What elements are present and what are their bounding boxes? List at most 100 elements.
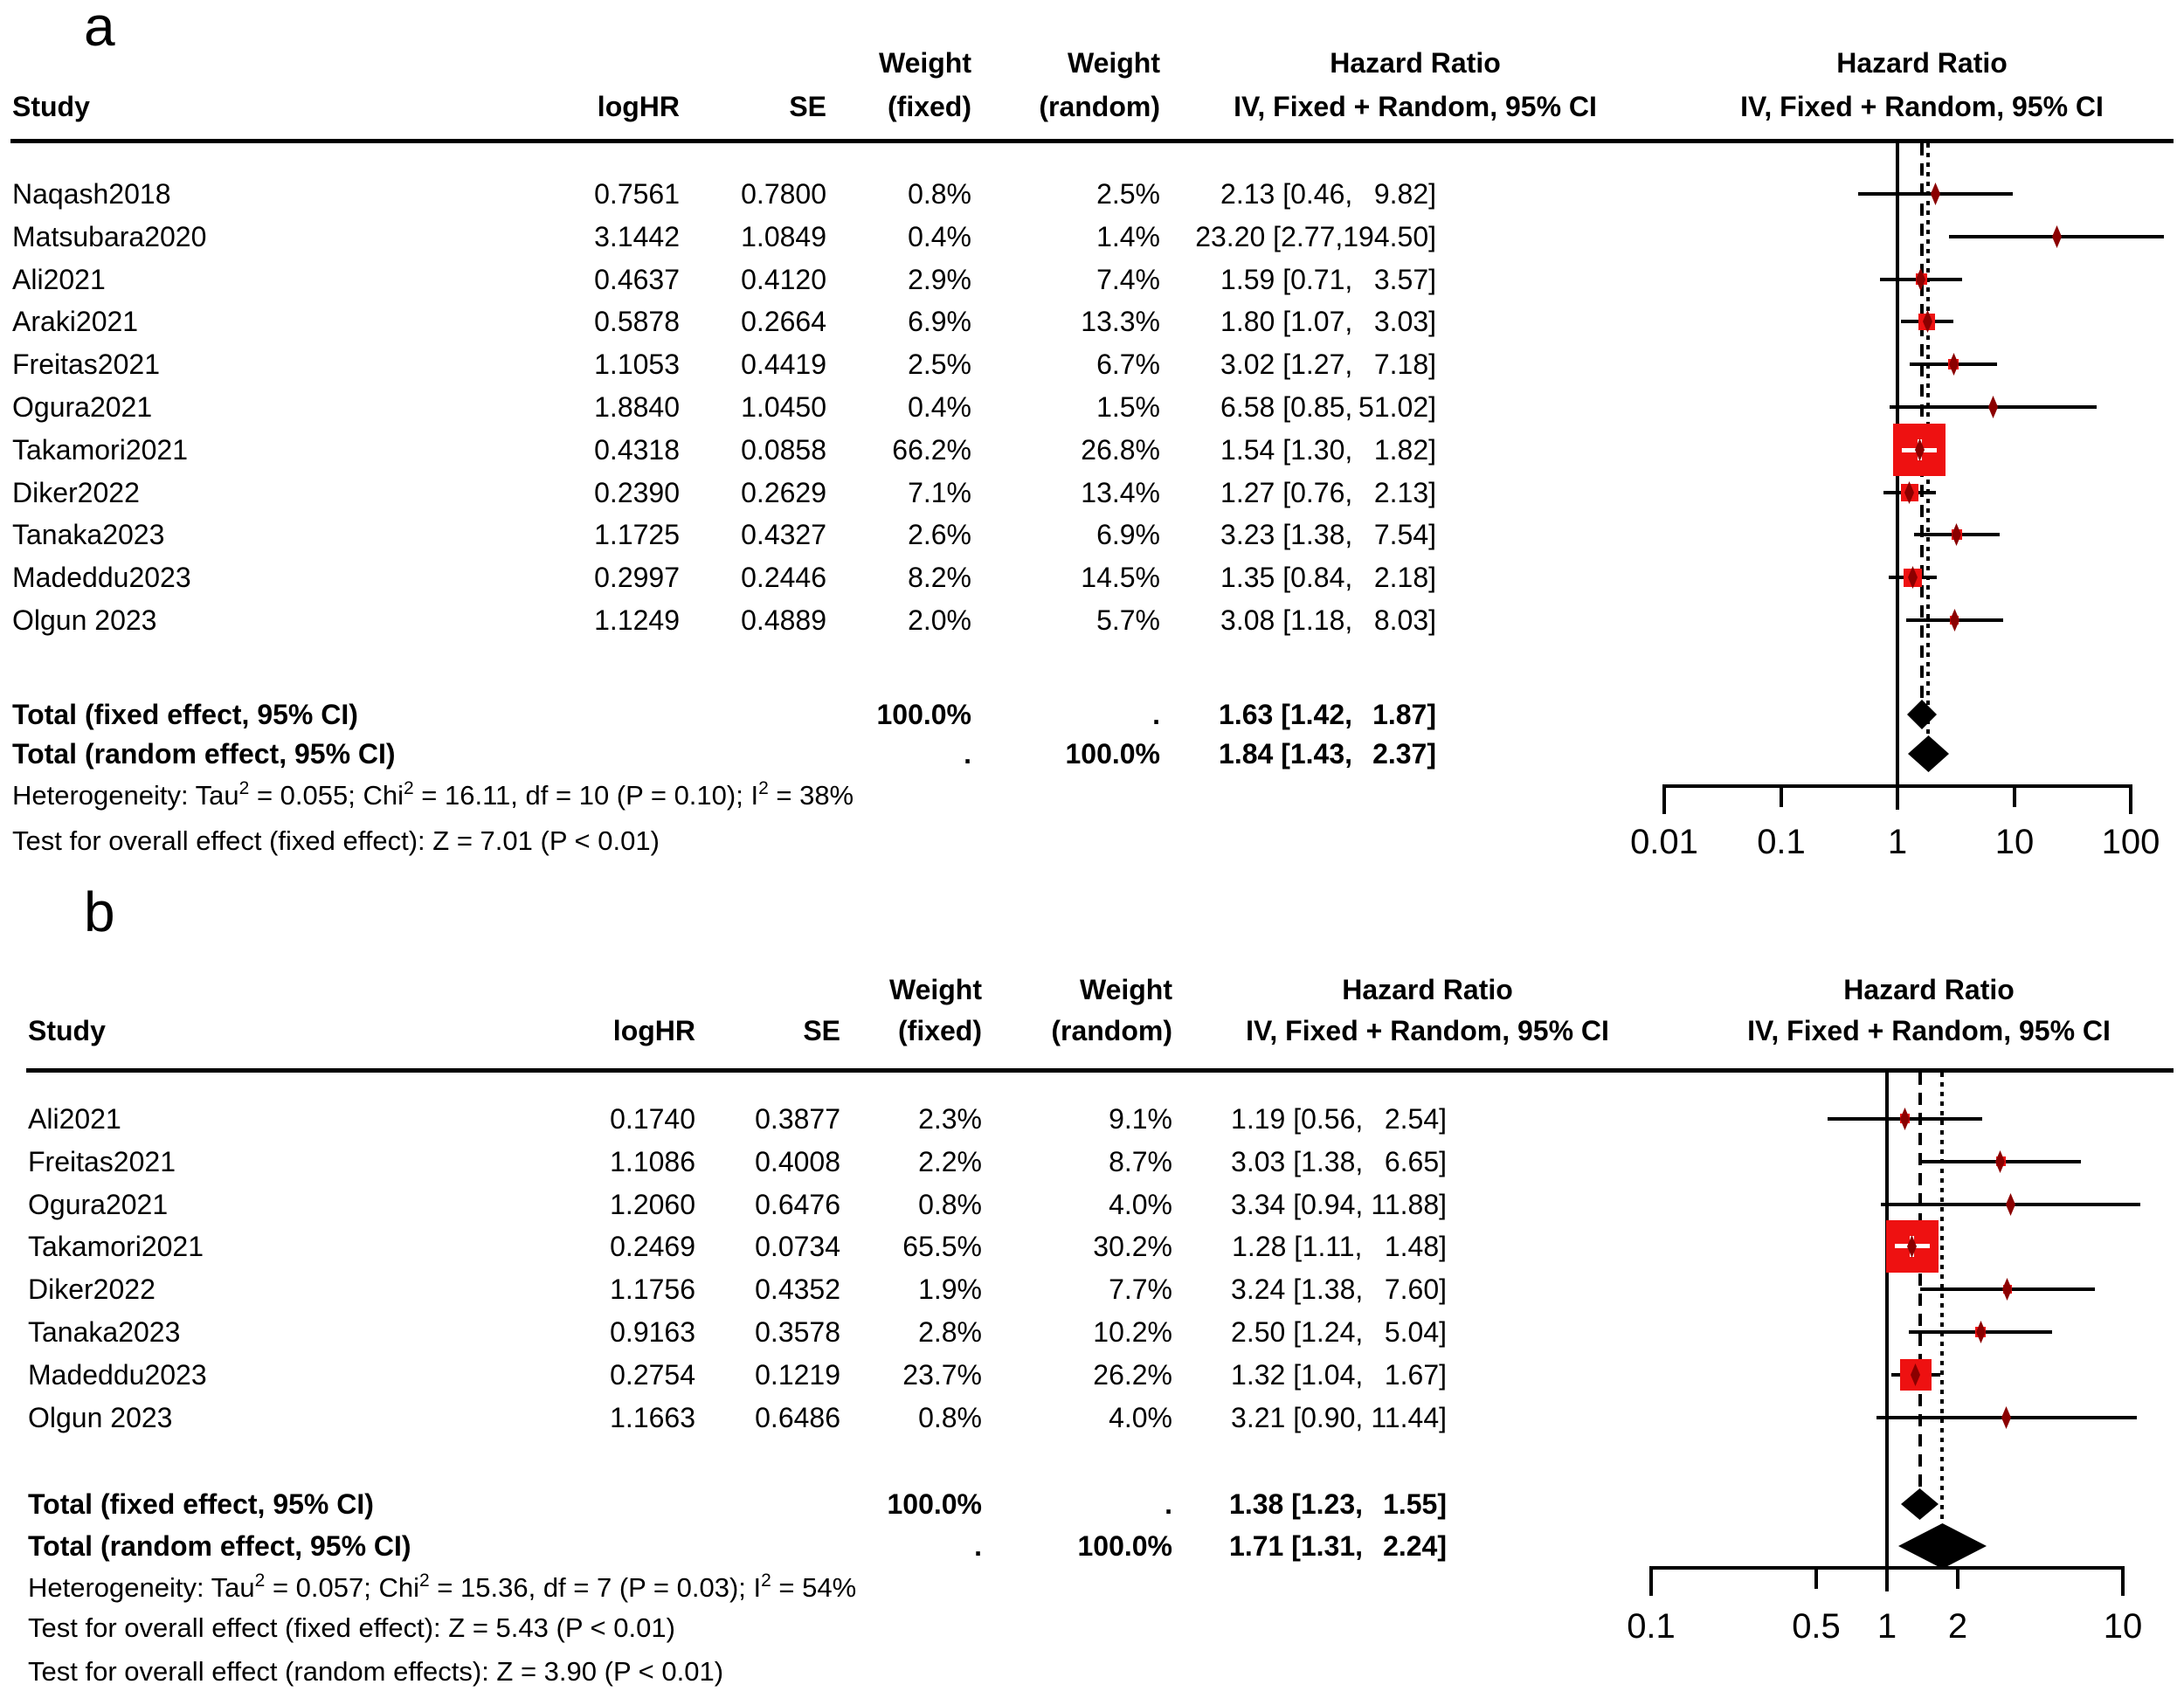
bracket-open: [ — [1275, 349, 1291, 380]
bracket-open: [ — [1285, 1274, 1302, 1305]
bracket-open: [ — [1285, 1103, 1302, 1135]
axis-tick — [2013, 784, 2016, 807]
superscript: 2 — [419, 1570, 430, 1591]
col-header-weight-random: Weight — [1067, 47, 1160, 79]
pooled-diamond-icon — [1898, 1523, 1987, 1569]
hr-upper: 1.55 — [1383, 1488, 1438, 1520]
study-name: Ogura2021 — [12, 391, 153, 423]
text-segment: = 54% — [771, 1572, 857, 1603]
hr-estimate: 1.63 — [1219, 699, 1274, 730]
hr-upper: 3.57 — [1373, 264, 1429, 295]
point-marker-icon — [1950, 609, 1959, 632]
hr-upper: 1.67 — [1384, 1359, 1440, 1391]
study-name: Araki2021 — [12, 306, 139, 337]
hr-lower: 1.38 — [1290, 519, 1345, 550]
total-weight-random: 100.0% — [1077, 1530, 1172, 1562]
hr-estimate: 1.80 — [1220, 306, 1275, 337]
bracket-open: [ — [1275, 264, 1291, 295]
loghr-value: 0.2390 — [594, 477, 680, 508]
hr-ci-text: 3.23 [1.38, 7.54] — [1174, 517, 1436, 552]
pooled-diamond-icon — [1907, 700, 1937, 729]
hr-estimate: 3.21 — [1231, 1402, 1286, 1433]
weight-fixed-value: 0.8% — [918, 1402, 982, 1433]
point-marker-icon — [1907, 1235, 1917, 1258]
axis-tick — [1649, 1566, 1653, 1596]
loghr-value: 0.5878 — [594, 306, 680, 337]
bracket-close: ] — [1428, 264, 1436, 295]
total-row-label: Total (random effect, 95% CI) — [28, 1530, 411, 1562]
bracket-close: ] — [1439, 1402, 1447, 1433]
se-value: 0.4419 — [741, 349, 826, 380]
se-value: 0.3578 — [755, 1316, 840, 1348]
text-segment: = 16.11, df = 10 (P = 0.10); I — [413, 780, 759, 811]
text-segment: = 0.055; Chi — [249, 780, 404, 811]
hr-lower: 1.04 — [1301, 1359, 1356, 1391]
hr-upper: 11.44 — [1371, 1402, 1440, 1433]
point-marker-icon — [1995, 1150, 2005, 1173]
text-segment: = 38% — [768, 780, 854, 811]
weight-random-value: 7.4% — [1096, 264, 1160, 295]
total-weight-fixed: 100.0% — [887, 1488, 982, 1520]
col-header-weight-random-sub: (random) — [1051, 1015, 1172, 1046]
hr-estimate: 1.32 — [1231, 1359, 1286, 1391]
hr-lower: 0.90 — [1301, 1402, 1356, 1433]
weight-random-value: 26.8% — [1081, 434, 1160, 466]
hr-upper: 194.50 — [1343, 221, 1429, 252]
total-weight-random: 100.0% — [1065, 738, 1160, 770]
bracket-close: ] — [1428, 519, 1436, 550]
hr-upper: 2.54 — [1384, 1103, 1440, 1135]
hr-estimate: 23.20 — [1195, 221, 1266, 252]
comma: , — [1354, 1231, 1363, 1262]
point-marker-icon — [1976, 1321, 1986, 1343]
comma: , — [1355, 1189, 1364, 1220]
col-header-se: SE — [803, 1015, 840, 1046]
hr-upper: 9.82 — [1373, 178, 1429, 210]
hr-lower: 0.84 — [1290, 562, 1345, 593]
hr-estimate: 1.35 — [1220, 562, 1275, 593]
comma: , — [1355, 1103, 1364, 1135]
point-marker-icon — [2001, 1406, 2011, 1429]
se-value: 0.3877 — [755, 1103, 840, 1135]
hr-ci-text: 23.20 [2.77, 194.50] — [1174, 219, 1436, 254]
hr-ci-text: 1.32 [1.04, 1.67] — [1185, 1357, 1447, 1392]
weight-random-value: 4.0% — [1109, 1402, 1172, 1433]
point-marker-icon — [2052, 225, 2062, 248]
total-row-label: Total (fixed effect, 95% CI) — [28, 1488, 374, 1520]
hr-estimate: 2.50 — [1231, 1316, 1286, 1348]
bracket-open: [ — [1285, 1316, 1302, 1348]
weight-fixed-value: 0.4% — [908, 221, 971, 252]
bracket-open: [ — [1275, 477, 1291, 508]
weight-fixed-value: 2.8% — [918, 1316, 982, 1348]
study-name: Olgun 2023 — [12, 604, 157, 636]
bracket-close: ] — [1439, 1316, 1447, 1348]
bracket-open: [ — [1285, 1146, 1302, 1177]
axis-tick — [2129, 784, 2132, 814]
loghr-value: 3.1442 — [594, 221, 680, 252]
hr-upper: 2.18 — [1373, 562, 1429, 593]
total-weight-fixed: 100.0% — [876, 699, 971, 730]
point-marker-icon — [1952, 523, 1961, 546]
point-marker-icon — [1900, 1108, 1910, 1130]
weight-fixed-value: 2.9% — [908, 264, 971, 295]
comma: , — [1355, 1274, 1364, 1305]
hr-estimate: 3.24 — [1231, 1274, 1286, 1305]
hr-ci-text: 1.59 [0.71, 3.57] — [1174, 262, 1436, 297]
comma: , — [1344, 477, 1353, 508]
bracket-open: [ — [1265, 221, 1282, 252]
hr-estimate: 6.58 — [1220, 391, 1275, 423]
superscript: 2 — [761, 1570, 771, 1591]
hr-ci-text: 2.13 [0.46, 9.82] — [1174, 176, 1436, 211]
se-value: 0.6476 — [755, 1189, 840, 1220]
comma: , — [1344, 519, 1353, 550]
hr-lower: 2.77 — [1281, 221, 1336, 252]
hr-lower: 1.27 — [1290, 349, 1345, 380]
bracket-open: [ — [1283, 1488, 1301, 1520]
weight-random-value: 10.2% — [1093, 1316, 1172, 1348]
hr-lower: 1.42 — [1289, 699, 1345, 730]
hr-ci-text: 1.19 [0.56, 2.54] — [1185, 1101, 1447, 1136]
superscript: 2 — [404, 778, 414, 798]
point-marker-icon — [1908, 566, 1918, 589]
text-segment: Heterogeneity: Tau — [12, 780, 239, 811]
hr-lower: 0.56 — [1301, 1103, 1356, 1135]
axis-tick-label: 1 — [1876, 1607, 1897, 1646]
